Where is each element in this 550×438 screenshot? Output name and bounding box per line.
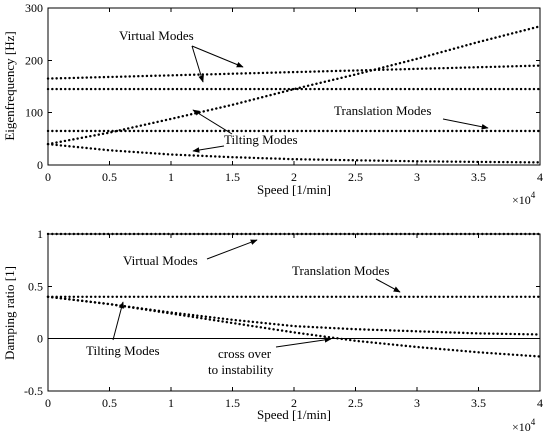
bottom-x-tick-label: 2	[291, 396, 297, 410]
bottom-instability-arrow	[275, 337, 332, 348]
bottom-series-3-line	[46, 295, 542, 358]
top-x-tick-label: 0	[45, 170, 51, 184]
bottom-plot-frame	[47, 233, 541, 392]
bottom-x-tick-label: 3	[414, 396, 420, 410]
top-annotation-virtual-modes: Virtual Modes	[119, 28, 194, 43]
top-x-multiplier-exponent: 4	[531, 190, 536, 200]
top-y-tick-label: 300	[25, 1, 43, 15]
top-ticks: 0 0.5 1 1.5 2 2.5 3 3.5 4 0 100 200 300	[25, 1, 543, 184]
damping-ratio-chart: 0 0.5 1 1.5 2 2.5 3 3.5 4-0.500.51 Speed [1/min]…	[2, 227, 543, 434]
bottom-annotation-to-instability: to instability	[208, 362, 274, 377]
bottom-series	[46, 232, 542, 358]
top-annotation-tilting-modes: Tilting Modes	[224, 132, 298, 147]
top-x-tick-label: 2.5	[348, 170, 363, 184]
bottom-x-tick-label: 1	[168, 396, 174, 410]
top-series-0-line	[46, 64, 542, 80]
top-annotation-translation-modes: Translation Modes	[334, 103, 431, 118]
bottom-virtual-arrow	[206, 239, 258, 260]
top-virtual-arrow-right	[191, 45, 244, 68]
top-translation-arrow	[442, 118, 489, 130]
bottom-x-multiplier-base: ×10	[512, 420, 531, 434]
top-series-2-line	[46, 25, 542, 146]
bottom-x-tick-label: 3.5	[471, 396, 486, 410]
top-tilting-arrow-down	[192, 145, 225, 153]
top-x-axis-label: Speed [1/min]	[257, 182, 331, 197]
top-x-tick-label: 3.5	[471, 170, 486, 184]
top-x-tick-label: 0.5	[102, 170, 117, 184]
bottom-y-axis-label: Damping ratio [1]	[2, 266, 17, 360]
bottom-x-multiplier: ×104	[512, 417, 536, 434]
top-series-4-line	[46, 142, 542, 164]
top-x-tick-label: 1.5	[225, 170, 240, 184]
bottom-x-tick-label: 0	[45, 396, 51, 410]
bottom-x-multiplier-exponent: 4	[531, 417, 536, 427]
top-tilting-arrow-up	[192, 109, 233, 135]
top-x-tick-label: 3	[414, 170, 420, 184]
top-x-tick-label: 2	[291, 170, 297, 184]
bottom-x-tick-label: 2.5	[348, 396, 363, 410]
bottom-annotation-tilting-modes: Tilting Modes	[86, 343, 160, 358]
bottom-annotation-cross-over: cross over	[218, 346, 272, 361]
bottom-series-2-line	[46, 295, 542, 336]
bottom-tilting-arrow	[112, 301, 125, 341]
bottom-ticks: 0 0.5 1 1.5 2 2.5 3 3.5 4-0.500.51	[24, 227, 543, 410]
bottom-annotation-virtual-modes: Virtual Modes	[123, 253, 198, 268]
bottom-annotation-translation-modes: Translation Modes	[292, 263, 389, 278]
top-virtual-arrow-down	[191, 45, 204, 83]
bottom-y-tick-label: -0.5	[24, 384, 43, 398]
bottom-y-tick-label: 0.5	[28, 279, 43, 293]
bottom-x-axis-label: Speed [1/min]	[257, 407, 331, 422]
top-y-tick-label: 0	[37, 158, 43, 172]
top-series	[46, 25, 542, 164]
bottom-x-tick-label: 4	[537, 396, 543, 410]
top-x-multiplier: ×104	[512, 190, 536, 207]
top-y-tick-label: 200	[25, 53, 43, 67]
top-x-tick-label: 4	[537, 170, 543, 184]
top-x-multiplier-base: ×10	[512, 193, 531, 207]
top-y-tick-label: 100	[25, 106, 43, 120]
top-x-tick-label: 1	[168, 170, 174, 184]
eigenfrequency-chart: 0 0.5 1 1.5 2 2.5 3 3.5 4 0 100 200 300 Speed [1/min…	[2, 1, 543, 207]
bottom-y-tick-label: 0	[37, 332, 43, 346]
bottom-x-tick-label: 1.5	[225, 396, 240, 410]
bottom-y-tick-label: 1	[37, 227, 43, 241]
bottom-x-tick-label: 0.5	[102, 396, 117, 410]
bottom-translation-arrow	[375, 278, 401, 293]
top-y-axis-label: Eigenfrequency [Hz]	[2, 31, 17, 140]
